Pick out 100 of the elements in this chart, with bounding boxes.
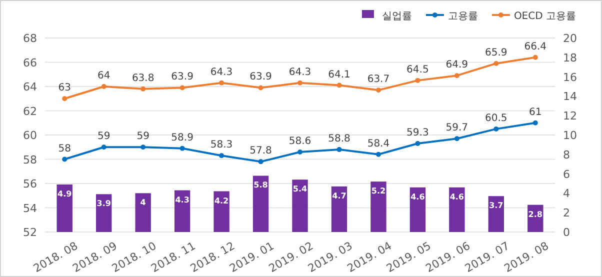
y-tick-label: 56	[23, 178, 37, 190]
data-label: 57.8	[250, 146, 272, 157]
point	[298, 80, 302, 86]
data-label: 4	[140, 198, 146, 208]
y-tick-label: 68	[23, 32, 37, 45]
data-label: 4.9	[58, 189, 72, 198]
y-tick-label: 62	[23, 104, 37, 118]
y-tick-label: 58	[23, 153, 37, 166]
y2-tick-label: 14	[563, 90, 577, 104]
point	[494, 126, 499, 132]
y2-tick-label: 18	[563, 51, 577, 64]
bar	[488, 196, 504, 232]
point	[62, 96, 68, 102]
data-label: 64.5	[406, 64, 429, 76]
data-label: 59	[136, 131, 150, 142]
data-label: 66.4	[524, 41, 547, 52]
data-label: 58.8	[328, 134, 350, 145]
data-label: 4.6	[410, 192, 426, 202]
point	[101, 144, 106, 150]
data-label: 64	[97, 70, 110, 82]
point	[219, 80, 224, 86]
point	[62, 156, 68, 162]
y2-tick-label: 16	[563, 70, 577, 84]
data-label: 4.7	[332, 191, 346, 200]
bar	[449, 187, 465, 232]
bar	[410, 187, 426, 232]
point	[336, 147, 342, 152]
data-label: 58.6	[288, 136, 312, 147]
data-label: 58.4	[367, 138, 390, 150]
data-label: 5.2	[371, 186, 386, 196]
y-tick-label: 54	[23, 202, 37, 215]
data-label: 59.3	[406, 127, 429, 138]
data-label: 60.5	[485, 112, 508, 124]
data-label: 5.8	[254, 180, 268, 190]
data-label: 64.3	[288, 66, 312, 78]
data-label: 59.7	[446, 122, 468, 134]
bar	[56, 184, 72, 232]
data-label: 65.9	[485, 47, 508, 58]
data-label: 4.3	[175, 195, 190, 204]
data-label: 58.9	[171, 132, 194, 144]
bar	[135, 193, 151, 232]
point	[298, 149, 302, 154]
bar	[96, 194, 112, 232]
point	[415, 78, 420, 83]
point	[140, 86, 146, 92]
data-label: 4.6	[450, 192, 464, 202]
data-label: 2.8	[528, 210, 543, 219]
data-label: 63.9	[171, 72, 194, 83]
y2-tick-label: 20	[563, 32, 577, 45]
data-label: 61	[529, 106, 542, 118]
data-label: 63.9	[250, 72, 272, 83]
y2-tick-label: 6	[563, 168, 570, 181]
data-label: 64.9	[446, 60, 468, 71]
point	[336, 82, 342, 88]
bar	[292, 180, 308, 232]
y-tick-label: 60	[23, 129, 37, 142]
y2-tick-label: 12	[563, 110, 577, 123]
point	[454, 136, 460, 142]
data-label: 63.7	[367, 74, 390, 86]
point	[454, 73, 460, 78]
y-tick-label: 52	[23, 226, 37, 239]
point	[376, 152, 381, 157]
point	[415, 140, 420, 146]
bar	[252, 176, 269, 232]
data-label: 3.9	[96, 199, 112, 208]
legend-label: 실업률	[382, 11, 412, 22]
y-tick-label: 66	[23, 56, 37, 70]
bar	[214, 191, 230, 232]
point	[376, 88, 381, 93]
legend-label: OECD 고용률	[514, 11, 576, 22]
data-label: 63	[58, 82, 71, 94]
y2-tick-label: 0	[563, 226, 570, 239]
point	[494, 60, 499, 66]
bar	[174, 190, 190, 232]
point	[180, 146, 185, 151]
data-label: 63.8	[132, 72, 154, 84]
point	[258, 85, 264, 90]
point	[140, 144, 146, 150]
bar	[370, 182, 386, 232]
data-label: 58.3	[210, 140, 233, 151]
point	[180, 85, 185, 90]
point	[219, 153, 224, 158]
data-label: 64.1	[328, 69, 350, 80]
y2-tick-label: 10	[563, 129, 577, 142]
y-tick-label: 64	[23, 80, 37, 94]
y2-tick-label: 4	[563, 187, 570, 200]
data-label: 3.7	[489, 201, 504, 210]
data-label: 5.4	[292, 184, 308, 194]
point	[532, 120, 538, 126]
point	[532, 54, 538, 60]
y2-tick-label: 8	[563, 148, 570, 162]
point	[258, 159, 264, 164]
data-label: 58	[58, 143, 71, 154]
bar	[331, 186, 348, 232]
point	[101, 84, 106, 89]
data-label: 64.3	[210, 66, 233, 78]
data-label: 59	[97, 131, 110, 142]
y2-tick-label: 2	[563, 206, 570, 220]
legend-label: 고용률	[448, 11, 478, 22]
data-label: 4.2	[214, 196, 229, 206]
